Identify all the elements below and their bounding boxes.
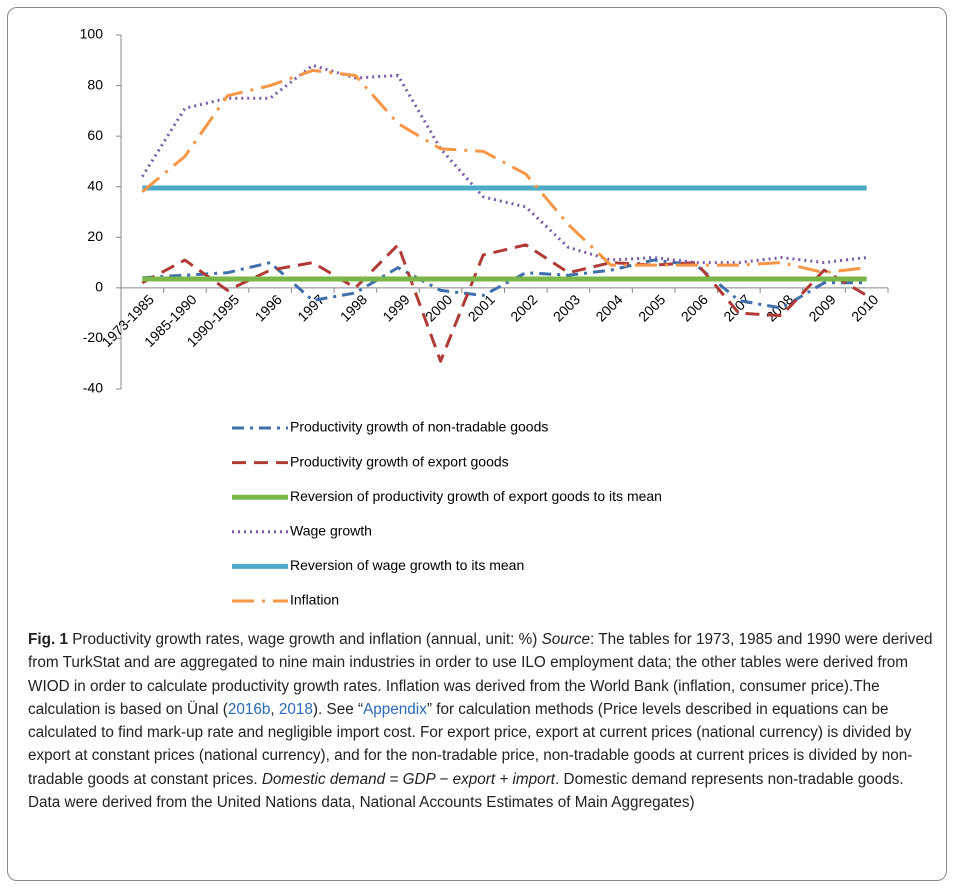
reference-link[interactable]: 2018: [278, 700, 313, 718]
x-tick-label: 2009: [805, 291, 838, 324]
x-tick-label: 2007: [720, 291, 753, 324]
caption-text: . Domestic demand represents non-tradabl…: [28, 770, 904, 812]
x-tick-label: 2008: [763, 291, 796, 324]
legend-label: Reversion of productivity growth of expo…: [290, 488, 662, 504]
legend-label: Productivity growth of non-tradable good…: [290, 419, 548, 435]
legend-label: Productivity growth of export goods: [290, 453, 509, 469]
x-tick-label: 2006: [678, 291, 711, 324]
chart: 100806040200-20-401973-19851985-19901990…: [80, 26, 889, 608]
appendix-link[interactable]: Appendix: [363, 700, 427, 718]
x-tick-label: 2005: [635, 291, 668, 324]
series-line: [141, 63, 867, 265]
caption-text: ). See “: [312, 700, 364, 718]
y-tick-label: 60: [87, 127, 103, 143]
x-tick-label: 1998: [337, 291, 370, 324]
x-tick-label: 2001: [465, 291, 498, 324]
caption-text: ” for calculation methods (Price levels …: [28, 700, 913, 788]
x-tick-label: 1999: [379, 291, 412, 324]
caption-text: ,: [270, 700, 279, 718]
x-tick-label: 2002: [507, 291, 540, 324]
caption: Fig. 1 Productivity growth rates, wage g…: [28, 628, 933, 814]
caption-label: Fig. 1: [28, 631, 68, 648]
y-tick-label: -40: [83, 380, 103, 396]
legend-label: Reversion of wage growth to its mean: [290, 557, 524, 573]
caption-text: Domestic demand = GDP − export + import: [261, 770, 556, 788]
x-tick-label: 1997: [294, 291, 327, 324]
y-tick-label: 40: [87, 177, 103, 193]
series-line: [141, 68, 867, 275]
y-tick-label: 80: [87, 76, 103, 92]
x-tick-label: 2000: [422, 291, 455, 324]
x-tick-label: 2004: [592, 291, 625, 324]
legend-label: Inflation: [290, 592, 339, 608]
x-tick-label: 1996: [252, 291, 285, 324]
x-tick-label: 2003: [550, 291, 583, 324]
figure-frame: [7, 7, 947, 881]
y-tick-label: 0: [95, 279, 103, 295]
caption-text: Productivity growth rates, wage growth a…: [67, 631, 542, 648]
y-tick-label: 100: [80, 26, 104, 42]
caption-text: Source: [541, 631, 591, 648]
series-line: [142, 258, 867, 310]
caption-text: : The tables for 1973, 1985 and 1990 wer…: [28, 631, 933, 718]
y-tick-label: 20: [87, 228, 103, 244]
series-line: [141, 243, 868, 363]
legend-label: Wage growth: [290, 523, 372, 539]
x-tick-label: 2010: [848, 291, 881, 324]
y-tick-label: -20: [83, 329, 103, 345]
reference-link[interactable]: 2016b: [227, 700, 271, 718]
